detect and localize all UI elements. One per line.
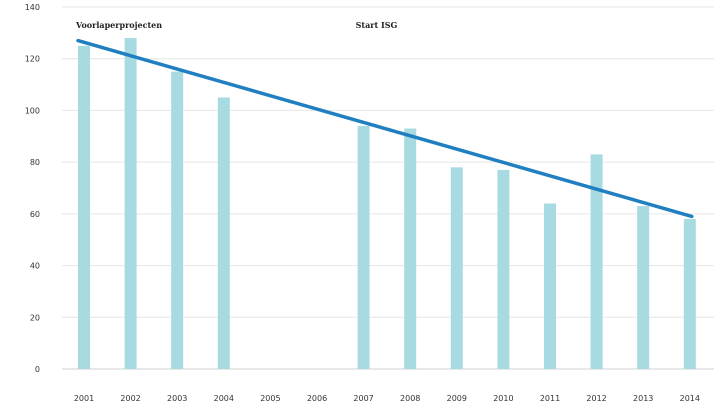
x-tick-label: 2002 — [120, 394, 140, 403]
x-tick-label: 2012 — [586, 394, 606, 403]
x-tick-label: 2010 — [493, 394, 513, 403]
y-tick-label: 120 — [25, 55, 40, 64]
x-tick-label: 2009 — [447, 394, 467, 403]
bar — [590, 154, 603, 369]
y-tick-label: 60 — [30, 210, 40, 219]
y-tick-label: 40 — [30, 262, 40, 271]
bar — [78, 45, 90, 370]
bar — [357, 125, 370, 369]
x-tick-label: 2008 — [400, 394, 420, 403]
annotation-label: Voorlaperprojecten — [75, 20, 162, 30]
bar — [683, 219, 696, 369]
y-tick-label: 100 — [25, 106, 40, 115]
annotation-label: Start ISG — [356, 20, 398, 30]
x-tick-label: 2014 — [680, 394, 700, 403]
x-tick-label: 2013 — [633, 394, 653, 403]
y-tick-label: 20 — [30, 313, 40, 322]
bar — [124, 38, 137, 370]
bar — [404, 128, 417, 369]
bar — [637, 206, 650, 369]
x-tick-label: 2011 — [540, 394, 560, 403]
x-tick-label: 2001 — [74, 394, 94, 403]
y-tick-label: 140 — [25, 3, 40, 12]
x-tick-label: 2005 — [260, 394, 280, 403]
bar — [217, 97, 230, 369]
x-tick-label: 2004 — [214, 394, 234, 403]
y-tick-label: 80 — [30, 158, 40, 167]
x-tick-label: 2007 — [353, 394, 373, 403]
bar — [450, 167, 463, 369]
x-tick-label: 2003 — [167, 394, 187, 403]
bar — [544, 203, 556, 369]
x-tick-label: 2006 — [307, 394, 327, 403]
bar — [171, 71, 184, 370]
y-tick-label: 0 — [35, 365, 40, 374]
trend-line — [76, 38, 694, 219]
bar — [497, 169, 510, 369]
